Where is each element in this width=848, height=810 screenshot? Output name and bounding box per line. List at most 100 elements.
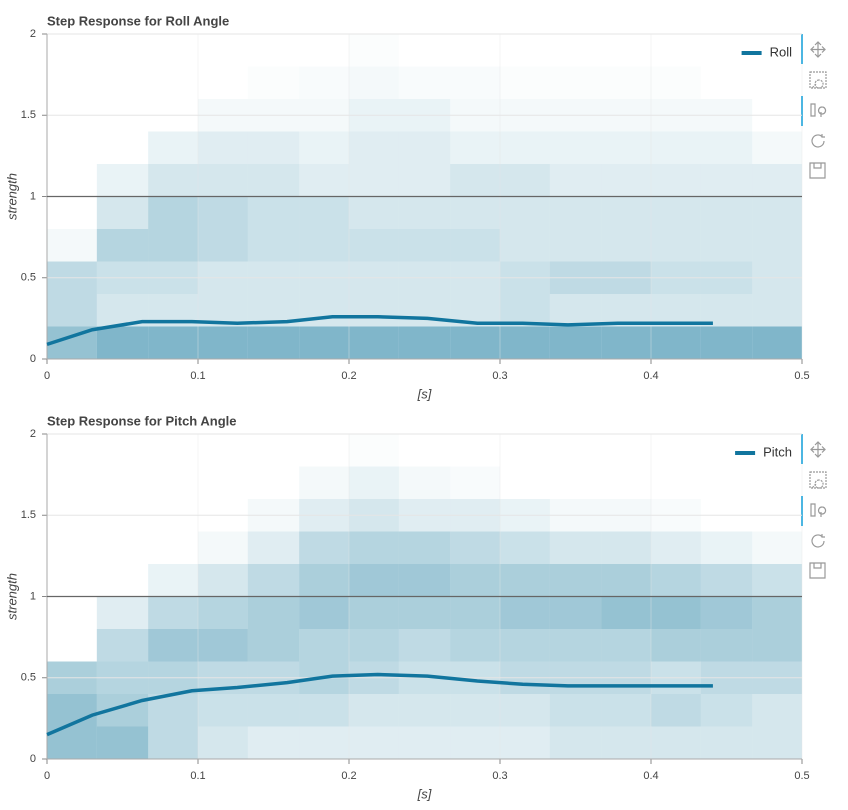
- heatmap-cell: [500, 326, 550, 359]
- heatmap-cell: [549, 164, 602, 197]
- x-tick-label: 0.3: [492, 370, 507, 382]
- save-tool[interactable]: [809, 162, 826, 179]
- heatmap-cell: [349, 694, 399, 727]
- toolbar-active: [801, 34, 803, 64]
- reset-tool[interactable]: [811, 534, 825, 548]
- heatmap-cell: [198, 67, 248, 100]
- heatmap-cell: [450, 326, 500, 359]
- heatmap-cell: [349, 726, 399, 759]
- heatmap-cell: [752, 229, 802, 262]
- heatmap-cell: [47, 564, 97, 597]
- heatmap-cell: [96, 326, 149, 359]
- heatmap-cell: [651, 294, 701, 327]
- heatmap-cell: [349, 229, 399, 262]
- y-tick-label: 0: [30, 753, 36, 765]
- heatmap-cell: [601, 34, 651, 67]
- box-zoom-tool[interactable]: [809, 71, 827, 89]
- heatmap-cell: [399, 67, 450, 100]
- heatmap-cell: [398, 629, 451, 662]
- heatmap-cell: [601, 629, 651, 662]
- heatmap-cell: [700, 196, 753, 229]
- heatmap-cell: [550, 34, 601, 67]
- heatmap-cell: [450, 564, 500, 597]
- heatmap-cell: [247, 629, 300, 662]
- heatmap-cell: [752, 467, 802, 500]
- heatmap-cell: [198, 164, 248, 197]
- heatmap-cell: [450, 164, 500, 197]
- heatmap-cell: [752, 164, 802, 197]
- wheel-zoom-tool[interactable]: [810, 503, 827, 517]
- heatmap-cell: [47, 694, 97, 727]
- toolbar-active: [801, 434, 803, 464]
- heatmap-cell: [148, 629, 198, 662]
- heatmap-cell: [550, 434, 601, 467]
- heatmap-cell: [349, 564, 399, 597]
- heatmap-cell: [148, 67, 198, 100]
- y-tick-label: 0: [30, 353, 36, 365]
- heatmap-cell: [601, 164, 651, 197]
- heatmap-cell: [198, 629, 248, 662]
- heatmap-cell: [96, 596, 149, 629]
- heatmap-cell: [398, 294, 451, 327]
- heatmap-cell: [450, 629, 500, 662]
- heatmap-cell: [651, 131, 701, 164]
- save-tool[interactable]: [809, 562, 826, 579]
- box-zoom-tool[interactable]: [809, 471, 827, 489]
- heatmap-cell: [247, 229, 300, 262]
- heatmap-cell: [752, 564, 802, 597]
- reset-tool[interactable]: [811, 134, 825, 148]
- heatmap-cell: [398, 466, 451, 499]
- heatmap-cell: [148, 326, 198, 359]
- x-tick-label: 0: [44, 770, 50, 782]
- heatmap-cell: [349, 164, 399, 197]
- heatmap-cell: [701, 67, 752, 100]
- toolbar: [801, 34, 827, 179]
- heatmap-cell: [651, 164, 701, 197]
- x-tick-label: 0: [44, 370, 50, 382]
- heatmap-cell: [752, 531, 802, 564]
- line: [46, 315, 713, 347]
- heatmap-cell: [96, 196, 149, 229]
- heatmap-cell: [601, 326, 651, 359]
- toolbar-active: [801, 96, 803, 126]
- heatmap-cell: [96, 726, 149, 759]
- heatmap-cell: [500, 34, 550, 67]
- heatmap-cell: [299, 131, 349, 164]
- heatmap-cell: [247, 531, 300, 564]
- heatmap-cell: [752, 694, 802, 727]
- heatmap-cell: [248, 467, 299, 500]
- heatmap-cell: [299, 326, 349, 359]
- heatmap-cell: [198, 564, 248, 597]
- heatmap-cell: [198, 34, 248, 67]
- heatmap-cell: [651, 564, 701, 597]
- x-tick-label: 0.4: [643, 770, 658, 782]
- heatmap-cell: [651, 229, 701, 262]
- heatmap-cell: [299, 694, 349, 727]
- heatmap-cell: [47, 294, 97, 327]
- chart: Step Response for Pitch Angle 0 0.5 1 1.5 2 0 0…: [4, 413, 809, 801]
- heatmap-cell: [148, 434, 198, 467]
- heatmap-cell: [550, 467, 601, 500]
- heatmap-cell: [549, 596, 602, 629]
- heatmap-cell: [398, 326, 451, 359]
- toolbar-active: [801, 496, 803, 526]
- wheel-zoom-tool[interactable]: [810, 103, 827, 117]
- heatmap-cell: [701, 34, 752, 67]
- legend-label: Roll: [770, 44, 793, 59]
- heatmap-cell: [450, 131, 500, 164]
- heatmap-cell: [550, 67, 601, 100]
- x-tick-label: 0.2: [341, 770, 356, 782]
- heatmap-cell: [651, 531, 701, 564]
- pan-tool[interactable]: [810, 441, 826, 458]
- heatmap-cell: [752, 629, 802, 662]
- heatmap-cell: [549, 531, 602, 564]
- heatmap-cell: [549, 564, 602, 597]
- heatmap-cell: [500, 294, 550, 327]
- heatmap-cell: [299, 229, 349, 262]
- pan-tool[interactable]: [810, 41, 826, 58]
- heatmap-cell: [349, 466, 399, 499]
- heatmap-cell: [247, 131, 300, 164]
- heatmap-cell: [601, 467, 651, 500]
- x-axis-label: [s]: [417, 786, 432, 801]
- heatmap-cell: [198, 326, 248, 359]
